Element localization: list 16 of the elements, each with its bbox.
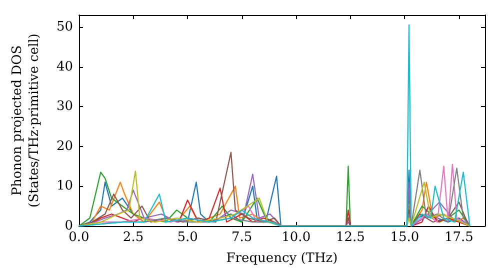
x-tick-label: 10.0 <box>282 230 311 245</box>
x-tick-label: 12.5 <box>336 230 365 245</box>
x-tick-label: 7.5 <box>231 230 252 245</box>
y-tick-label: 20 <box>56 138 73 154</box>
line-series <box>78 24 470 227</box>
y-axis-title: Phonon projected DOS (States/THz·primitive cell) <box>10 33 42 208</box>
x-tick-label: 2.5 <box>122 230 144 245</box>
y-tick-label: 40 <box>56 59 73 74</box>
x-tick-label: 15.0 <box>390 230 420 245</box>
x-tick-label: 17.5 <box>444 230 474 245</box>
x-axis-title: Frequency (THz) <box>226 251 338 266</box>
x-tick-label: 0.0 <box>68 230 90 245</box>
y-tick-label: 30 <box>56 99 73 114</box>
y-tick-label: 50 <box>56 19 73 34</box>
y-tick-label: 10 <box>56 178 73 194</box>
x-tick-label: 5.0 <box>177 230 198 245</box>
